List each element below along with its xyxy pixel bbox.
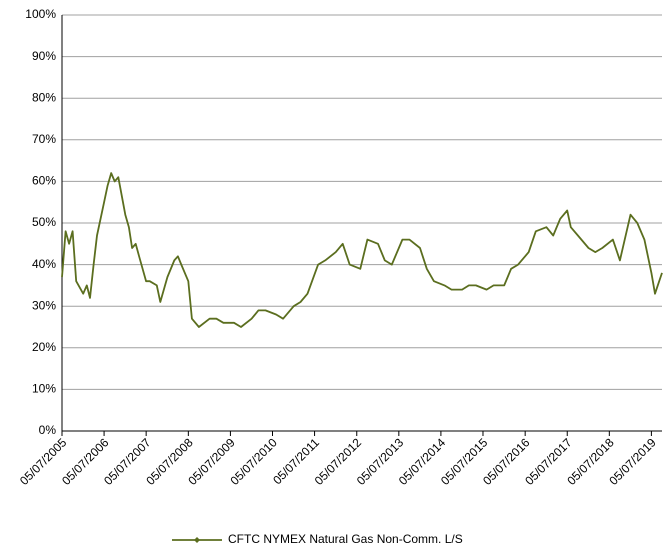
- y-tick-label: 100%: [25, 7, 56, 21]
- y-tick-label: 10%: [32, 382, 56, 396]
- y-tick-label: 50%: [32, 215, 56, 229]
- y-tick-label: 30%: [32, 298, 56, 312]
- series-line: [61, 172, 663, 328]
- y-tick-label: 60%: [32, 174, 56, 188]
- y-tick-label: 0%: [39, 423, 57, 437]
- y-tick-label: 70%: [32, 132, 56, 146]
- y-tick-label: 80%: [32, 90, 56, 104]
- legend-label: CFTC NYMEX Natural Gas Non-Comm. L/S: [228, 532, 463, 546]
- y-tick-label: 40%: [32, 257, 56, 271]
- y-tick-label: 20%: [32, 340, 56, 354]
- y-tick-label: 90%: [32, 49, 56, 63]
- legend-marker: [194, 537, 200, 543]
